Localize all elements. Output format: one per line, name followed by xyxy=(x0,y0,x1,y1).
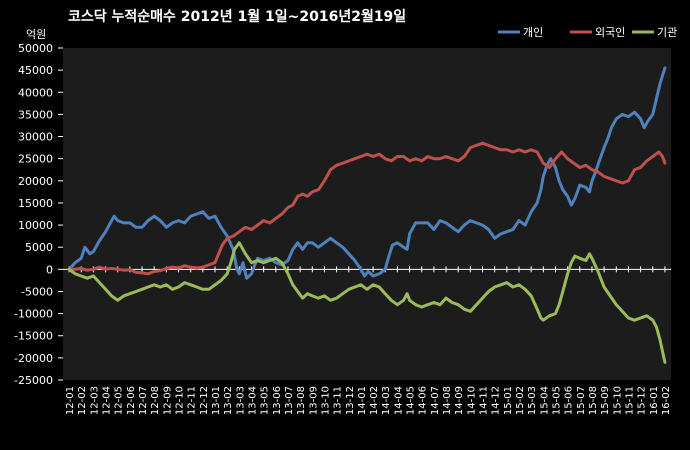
plot-area xyxy=(63,48,671,380)
x-tick-label: 16-01 xyxy=(649,386,660,415)
x-tick-label: 12-04 xyxy=(102,386,113,415)
x-axis-ticks: 12-01 12-02 12-03 12-04 12-05 12-06 12-07 12-08… xyxy=(65,266,672,415)
x-tick-label: 15-02 xyxy=(515,386,526,415)
x-tick-label: 12-12 xyxy=(199,386,210,415)
x-tick-label: 14-08 xyxy=(442,386,453,415)
y-tick-label: -5000 xyxy=(21,285,53,298)
x-tick-label: 15-11 xyxy=(624,386,635,415)
x-tick-label: 15-03 xyxy=(527,386,538,415)
legend: 개인 외국인 기관 xyxy=(498,26,677,39)
series-line-개인 xyxy=(67,66,667,280)
x-tick-label: 13-12 xyxy=(345,386,356,415)
x-tick-label: 13-04 xyxy=(247,386,258,415)
x-tick-label: 15-09 xyxy=(600,386,611,415)
x-tick-label: 15-04 xyxy=(539,386,550,415)
x-tick-label: 12-01 xyxy=(65,386,76,415)
legend-label: 개인 xyxy=(523,26,543,39)
x-tick-label: 14-07 xyxy=(430,386,441,415)
y-tick-label: 45000 xyxy=(18,64,53,77)
y-tick-label: 30000 xyxy=(18,131,53,144)
x-tick-label: 14-11 xyxy=(479,386,490,415)
y-tick-label: 50000 xyxy=(18,42,53,55)
series-line-외국인 xyxy=(67,141,667,276)
x-tick-label: 13-06 xyxy=(272,386,283,415)
x-tick-label: 13-01 xyxy=(211,386,222,415)
x-tick-label: 14-09 xyxy=(454,386,465,415)
y-tick-label: 35000 xyxy=(18,108,53,121)
x-tick-label: 12-08 xyxy=(150,386,161,415)
x-tick-label: 13-03 xyxy=(235,386,246,415)
x-tick-label: 15-10 xyxy=(612,386,623,415)
y-tick-label: -15000 xyxy=(14,330,53,343)
legend-label: 외국인 xyxy=(595,26,625,39)
x-tick-label: 15-07 xyxy=(576,386,587,415)
y-tick-label: 15000 xyxy=(18,197,53,210)
y-unit-label: 억원 xyxy=(26,28,46,41)
x-tick-label: 13-02 xyxy=(223,386,234,415)
x-tick-label: 14-03 xyxy=(381,386,392,415)
y-tick-label: 20000 xyxy=(18,175,53,188)
chart-title: 코스닥 누적순매수 2012년 1월 1일~2016년2월19일 xyxy=(68,8,406,25)
x-tick-label: 12-05 xyxy=(114,386,125,415)
x-tick-label: 12-06 xyxy=(126,386,137,415)
y-tick-label: 0 xyxy=(46,263,53,276)
x-tick-label: 14-02 xyxy=(369,386,380,415)
legend-label: 기관 xyxy=(657,26,677,39)
x-tick-label: 14-06 xyxy=(418,386,429,415)
x-tick-label: 15-01 xyxy=(503,386,514,415)
x-tick-label: 14-05 xyxy=(406,386,417,415)
x-tick-label: 13-07 xyxy=(284,386,295,415)
x-tick-label: 13-09 xyxy=(308,386,319,415)
x-tick-label: 13-05 xyxy=(260,386,271,415)
x-tick-label: 13-10 xyxy=(320,386,331,415)
x-tick-label: 12-07 xyxy=(138,386,149,415)
y-tick-label: 5000 xyxy=(25,241,53,254)
x-tick-label: 15-05 xyxy=(551,386,562,415)
series-line-기관 xyxy=(67,241,667,364)
x-tick-label: 14-01 xyxy=(357,386,368,415)
y-axis-ticks: -25000 -20000 -15000 -10000 -5000 0 5000 10000 1… xyxy=(14,42,63,387)
x-tick-label: 14-04 xyxy=(393,386,404,415)
x-tick-label: 16-02 xyxy=(661,386,672,415)
y-tick-label: -20000 xyxy=(14,352,53,365)
x-tick-label: 13-11 xyxy=(333,386,344,415)
y-tick-label: 25000 xyxy=(18,153,53,166)
x-tick-label: 13-08 xyxy=(296,386,307,415)
x-tick-label: 15-08 xyxy=(588,386,599,415)
x-tick-label: 12-02 xyxy=(77,386,88,415)
x-tick-label: 14-10 xyxy=(466,386,477,415)
x-tick-label: 12-11 xyxy=(187,386,198,415)
y-tick-label: -10000 xyxy=(14,308,53,321)
x-tick-label: 12-10 xyxy=(175,386,186,415)
x-tick-label: 12-09 xyxy=(162,386,173,415)
y-tick-label: 40000 xyxy=(18,86,53,99)
x-tick-label: 15-06 xyxy=(564,386,575,415)
x-tick-label: 15-12 xyxy=(637,386,648,415)
x-tick-label: 14-12 xyxy=(491,386,502,415)
x-tick-label: 12-03 xyxy=(89,386,100,415)
series-lines xyxy=(67,66,667,364)
y-tick-label: -25000 xyxy=(14,374,53,387)
y-tick-label: 10000 xyxy=(18,219,53,232)
